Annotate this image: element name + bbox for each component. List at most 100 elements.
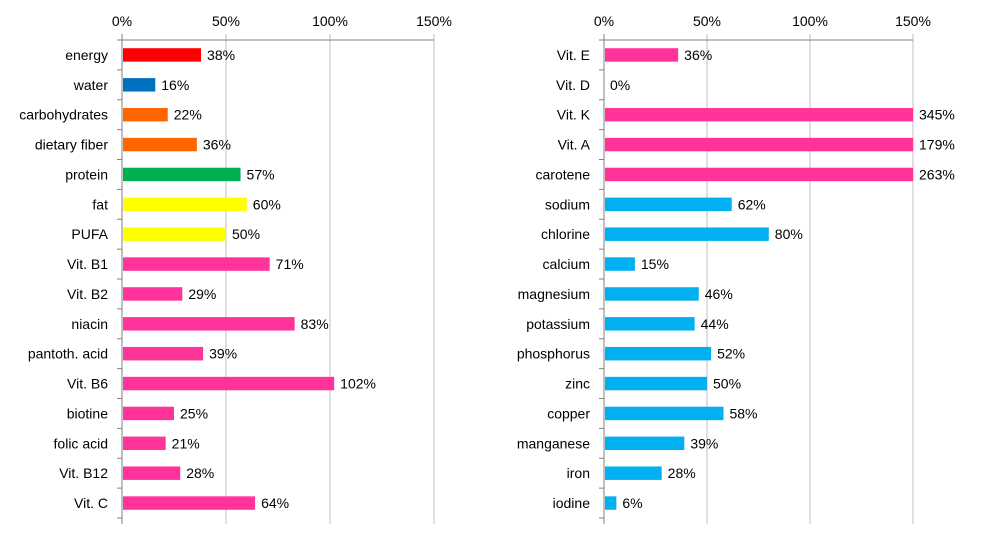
bar	[123, 137, 197, 152]
bar	[605, 436, 685, 451]
bar	[123, 436, 166, 451]
category-label: Vit. C	[74, 495, 108, 511]
x-tick-label: 150%	[895, 13, 931, 29]
category-label: iron	[567, 465, 590, 481]
x-tick-label: 100%	[792, 13, 828, 29]
bar	[605, 48, 679, 62]
data-label: 179%	[919, 137, 955, 153]
data-label: 50%	[713, 376, 741, 392]
category-label: manganese	[517, 435, 590, 451]
data-label: 29%	[188, 286, 216, 302]
bar	[123, 78, 156, 92]
data-label: 28%	[668, 465, 696, 481]
bar	[123, 466, 181, 480]
category-label: Vit. B6	[67, 376, 108, 392]
bar	[123, 376, 335, 391]
category-label: energy	[65, 47, 108, 63]
category-label: phosphorus	[517, 346, 590, 362]
data-label: 80%	[775, 226, 803, 242]
category-label: Vit. K	[557, 107, 591, 123]
data-label: 0%	[610, 77, 630, 93]
category-label: sodium	[545, 196, 590, 212]
bar	[605, 197, 732, 212]
category-label: Vit. E	[557, 47, 590, 63]
category-label: folic acid	[54, 435, 108, 451]
bar	[605, 496, 617, 510]
data-label: 16%	[161, 77, 189, 93]
category-label: Vit. D	[556, 77, 590, 93]
category-label: calcium	[543, 256, 590, 272]
data-label: 21%	[172, 435, 200, 451]
bar	[605, 376, 707, 391]
data-label: 25%	[180, 405, 208, 421]
data-label: 52%	[717, 346, 745, 362]
data-label: 46%	[705, 286, 733, 302]
data-label: 36%	[684, 47, 712, 63]
category-label: carotene	[536, 166, 591, 182]
data-label: 38%	[207, 47, 235, 63]
category-label: niacin	[71, 316, 108, 332]
bar	[123, 197, 247, 212]
data-label: 39%	[209, 346, 237, 362]
category-label: biotine	[67, 405, 108, 421]
category-label: potassium	[526, 316, 590, 332]
data-label: 39%	[690, 435, 718, 451]
bar	[605, 257, 635, 271]
data-label: 60%	[253, 196, 281, 212]
bar	[123, 48, 202, 62]
category-label: pantoth. acid	[28, 346, 108, 362]
bar	[123, 406, 174, 421]
category-label: copper	[547, 405, 590, 421]
data-label: 345%	[919, 107, 955, 123]
category-label: zinc	[565, 376, 590, 392]
data-label: 83%	[301, 316, 329, 332]
data-label: 15%	[641, 256, 669, 272]
category-label: PUFA	[71, 226, 108, 242]
x-tick-label: 0%	[594, 13, 614, 29]
bar	[123, 257, 270, 271]
x-tick-label: 100%	[312, 13, 348, 29]
category-label: protein	[65, 166, 108, 182]
bar	[605, 137, 913, 152]
data-label: 57%	[247, 166, 275, 182]
bar	[123, 227, 226, 241]
bar	[605, 466, 662, 480]
bar	[605, 287, 699, 301]
data-label: 28%	[186, 465, 214, 481]
data-label: 263%	[919, 166, 955, 182]
data-label: 50%	[232, 226, 260, 242]
data-label: 22%	[174, 107, 202, 123]
data-label: 64%	[261, 495, 289, 511]
category-label: Vit. B12	[59, 465, 108, 481]
bar	[605, 406, 724, 421]
chart-left-nutrients-vitamins: 0% 50% 100% 150% energy 38% water 16% carbohydra…	[19, 13, 452, 524]
category-label: iodine	[553, 495, 591, 511]
category-label: Vit. B1	[67, 256, 108, 272]
category-label: water	[73, 77, 109, 93]
data-label: 36%	[203, 137, 231, 153]
data-label: 6%	[622, 495, 642, 511]
data-label: 102%	[340, 376, 376, 392]
x-tick-label: 50%	[212, 13, 240, 29]
category-label: chlorine	[541, 226, 590, 242]
bar	[605, 167, 913, 182]
data-label: 58%	[729, 405, 757, 421]
bar	[123, 287, 183, 301]
bar	[605, 227, 769, 241]
bar	[605, 107, 913, 122]
category-label: magnesium	[518, 286, 590, 302]
category-label: dietary fiber	[35, 137, 108, 153]
data-label: 44%	[701, 316, 729, 332]
x-tick-label: 50%	[693, 13, 721, 29]
category-label: fat	[92, 196, 108, 212]
data-label: 71%	[276, 256, 304, 272]
chart-right-vitamins-minerals: 0% 50% 100% 150% Vit. E 36% Vit. D 0% Vit. K 345%…	[517, 13, 955, 524]
bar	[123, 107, 168, 122]
category-label: Vit. A	[558, 137, 591, 153]
bar	[123, 346, 204, 361]
bar	[123, 167, 241, 182]
x-tick-label: 150%	[416, 13, 452, 29]
category-label: Vit. B2	[67, 286, 108, 302]
data-label: 62%	[738, 196, 766, 212]
